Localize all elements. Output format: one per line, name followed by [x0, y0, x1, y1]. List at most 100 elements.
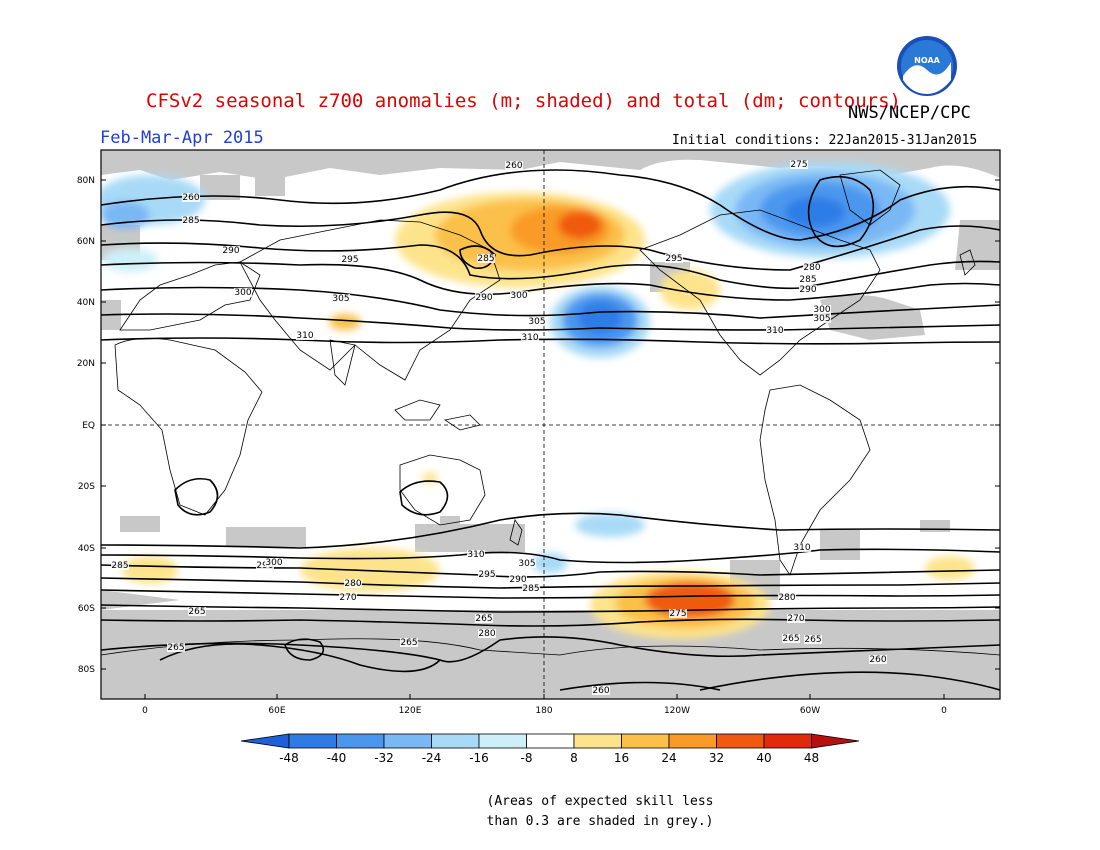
contour-label: 290 — [509, 575, 526, 585]
height-contours — [101, 169, 1000, 691]
latitude-axis: 80N 60N 40N 20N EQ 20S 40S 60S 80S — [77, 176, 1000, 675]
colorbar-label: -24 — [422, 751, 442, 765]
contour-labels: 260 260 260 260 265 265 265 265 265 265 270 270 275 2… — [111, 160, 887, 696]
contour-label-bg — [665, 254, 683, 263]
season-label: Feb-Mar-Apr 2015 — [100, 128, 264, 148]
colorbar: -48 -40 -32 -24 -16 -8 8 16 24 32 40 48 — [240, 733, 860, 765]
contour-label-bg — [592, 686, 610, 695]
contour-label: 270 — [339, 593, 356, 603]
colorbar-segment — [478, 733, 527, 749]
contour-label: 270 — [787, 614, 804, 624]
contour-label-bg — [669, 609, 687, 618]
contour-label-bg — [339, 593, 357, 602]
contour-label-bg — [509, 575, 527, 584]
contour-label-bg — [803, 263, 821, 272]
contour-label-bg — [778, 593, 796, 602]
contour-label: 285 — [111, 561, 128, 571]
contour-label: 290 — [799, 285, 816, 295]
contour-label-bg — [234, 288, 252, 297]
contour-label-bg — [265, 558, 283, 567]
contour-label: 305 — [813, 314, 830, 324]
contour-label-bg — [182, 193, 200, 202]
contour-label-bg — [869, 655, 887, 664]
contour-label-bg — [813, 305, 831, 314]
colorbar-label: -16 — [469, 751, 489, 765]
colorbar-segment — [621, 733, 670, 749]
contour-label-bg — [787, 614, 805, 623]
contour-label: 280 — [478, 629, 495, 639]
contour-label-bg — [799, 285, 817, 294]
contour-label: 310 — [467, 550, 484, 560]
colorbar-segment — [716, 733, 765, 749]
colorbar-label: 16 — [614, 751, 629, 765]
lat-label: 80S — [78, 665, 95, 675]
lon-label: 0 — [941, 706, 947, 716]
contour-label-bg — [477, 254, 495, 263]
lat-label: 60N — [77, 237, 95, 247]
contour-label: 305 — [332, 294, 349, 304]
skill-footnote: (Areas of expected skill less than 0.3 a… — [486, 794, 714, 829]
colorbar-arrow-left — [240, 733, 290, 749]
contour-label: 265 — [188, 607, 205, 617]
contour-label: 295 — [341, 255, 358, 265]
contour-label: 280 — [803, 263, 820, 273]
lon-label: 60E — [268, 706, 285, 716]
contour-label-bg — [222, 246, 240, 255]
contour-label: 265 — [400, 638, 417, 648]
colorbar-segment — [336, 733, 385, 749]
lon-label: 60W — [800, 706, 820, 716]
contour-label: 275 — [790, 160, 807, 170]
lat-label: 80N — [77, 176, 95, 186]
contour-label-bg — [467, 550, 485, 559]
colorbar-label: -40 — [327, 751, 347, 765]
lat-label: 40S — [78, 544, 95, 554]
contour-label: 305 — [518, 559, 535, 569]
logo-lettering: NOAA — [914, 56, 940, 65]
anomaly-shading — [101, 162, 975, 639]
contour-label: 265 — [167, 643, 184, 653]
contour-label-bg — [518, 559, 536, 568]
colorbar-segment — [763, 733, 812, 749]
colorbar-segment — [288, 733, 337, 749]
contour-label-bg — [475, 614, 493, 623]
colorbar-label: 8 — [570, 751, 578, 765]
contour-label: 260 — [869, 655, 886, 665]
contour-label-bg — [799, 275, 817, 284]
contour-label-bg — [522, 584, 540, 593]
contour-label-bg — [478, 629, 496, 638]
colorbar-arrow-right — [811, 733, 860, 749]
contour-label-bg — [296, 331, 314, 340]
contour-label-bg — [813, 314, 831, 323]
contour-label-bg — [182, 216, 200, 225]
colorbar-segment — [668, 733, 717, 749]
colorbar-segment — [526, 733, 575, 749]
noaa-logo: NOAA — [897, 36, 957, 96]
contour-label-bg — [505, 161, 523, 170]
colorbar-segment — [383, 733, 432, 749]
lon-label: 120E — [399, 706, 422, 716]
contour-label-bg — [793, 543, 811, 552]
colorbar-label: 24 — [661, 751, 676, 765]
colorbar-label: -48 — [279, 751, 299, 765]
contour-label-bg — [332, 294, 350, 303]
colorbar-label: 32 — [709, 751, 724, 765]
contour-label-bg — [782, 634, 800, 643]
agency-label: NWS/NCEP/CPC — [848, 103, 971, 123]
contour-label: 300 — [813, 305, 830, 315]
contour-label: 280 — [344, 579, 361, 589]
contour-label: 275 — [669, 609, 686, 619]
lat-label: EQ — [82, 421, 95, 431]
contour-label: 305 — [528, 317, 545, 327]
contour-label: 265 — [475, 614, 492, 624]
contour-label: 290 — [475, 293, 492, 303]
contour-label: 265 — [804, 635, 821, 645]
coastlines — [101, 169, 1000, 656]
contour-label: 300 — [234, 288, 251, 298]
contour-label: 260 — [182, 193, 199, 203]
map-content: 260 260 260 260 265 265 265 265 265 265 270 270 275 2… — [101, 150, 1000, 699]
contour-label-bg — [475, 293, 493, 302]
longitude-axis: 0 60E 120E 180 120W 60W 0 — [142, 694, 947, 716]
contour-label: 285 — [182, 216, 199, 226]
contour-label: 290 — [222, 246, 239, 256]
